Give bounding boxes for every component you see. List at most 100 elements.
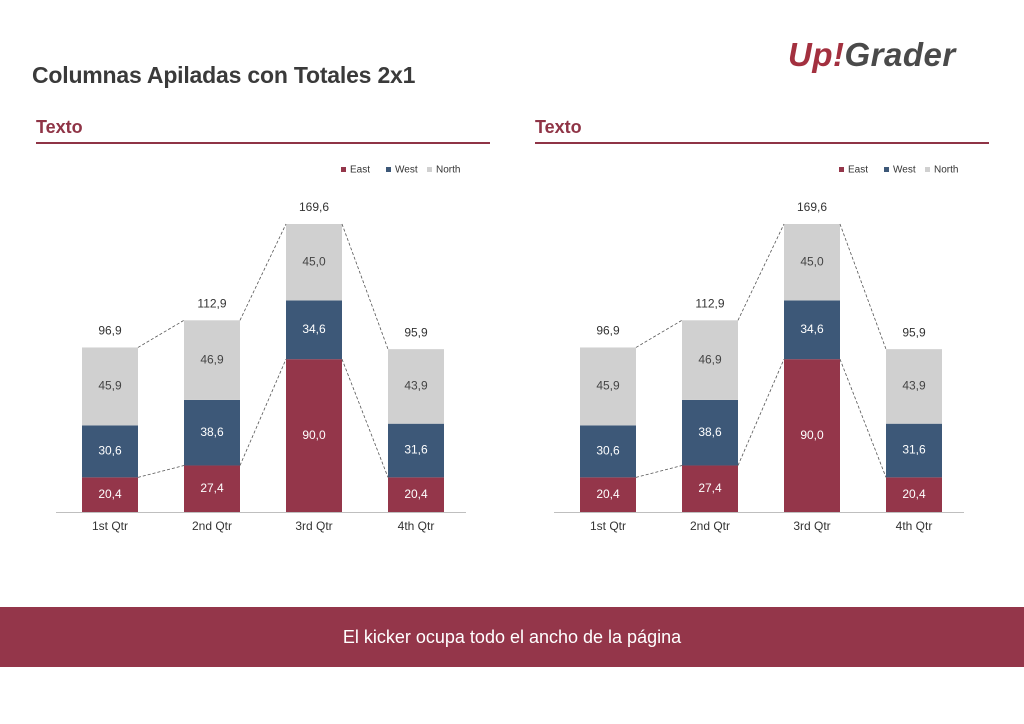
bar-segment-west-1 — [580, 425, 636, 478]
bar-segment-west-1 — [82, 425, 138, 478]
data-label-east-4: 20,4 — [404, 487, 428, 501]
bar-segment-north-2 — [682, 320, 738, 400]
bar-segment-north-1 — [82, 347, 138, 426]
data-label-north-4: 43,9 — [404, 379, 428, 393]
east-connector-line — [239, 359, 287, 466]
legend-swatch-north — [925, 167, 930, 172]
stacked-column-chart-left: East West North 20,4 30,6 45,9 96,9 27,4 38,6 46,… — [56, 165, 466, 533]
data-label-west-3: 34,6 — [302, 322, 326, 336]
bar-segment-east-1 — [580, 477, 636, 512]
bar-segment-north-1 — [580, 347, 636, 426]
total-label-4: 95,9 — [902, 325, 926, 339]
bar-segment-east-3 — [784, 359, 840, 512]
bar-segment-north-3 — [784, 224, 840, 301]
bar-segment-west-4 — [886, 423, 942, 478]
data-label-west-3: 34,6 — [800, 322, 824, 336]
bar-segment-east-4 — [388, 477, 444, 512]
logo-text-bang: ! — [833, 36, 845, 73]
bar-segment-north-3 — [286, 224, 342, 301]
legend-swatch-west — [386, 167, 391, 172]
kicker-text: El kicker ocupa todo el ancho de la pági… — [342, 626, 682, 647]
data-label-east-1: 20,4 — [596, 487, 620, 501]
total-label-4: 95,9 — [404, 325, 428, 339]
legend-swatch-east — [341, 167, 346, 172]
data-label-west-1: 30,6 — [596, 444, 620, 458]
x-tick-label-2: 2nd Qtr — [690, 519, 730, 533]
east-connector-line — [635, 465, 683, 478]
data-label-east-1: 20,4 — [98, 487, 122, 501]
data-label-north-1: 45,9 — [98, 379, 122, 393]
east-connector-line — [341, 359, 389, 478]
bar-segment-west-3 — [784, 300, 840, 360]
legend-label-north: North — [436, 165, 460, 176]
total-label-2: 112,9 — [197, 296, 226, 310]
panel-rule-right — [535, 142, 989, 144]
legend-label-west: West — [893, 165, 916, 176]
data-label-east-2: 27,4 — [698, 481, 722, 495]
bar-segment-west-2 — [682, 399, 738, 466]
panel-rule-left — [36, 142, 490, 144]
bar-segment-west-2 — [184, 399, 240, 466]
legend-label-west: West — [395, 165, 418, 176]
data-label-north-3: 45,0 — [800, 254, 824, 268]
panel-title-left: Texto — [36, 117, 83, 137]
east-connector-line — [737, 359, 785, 466]
data-label-west-2: 38,6 — [200, 425, 224, 439]
total-label-2: 112,9 — [695, 296, 724, 310]
bar-segment-west-3 — [286, 300, 342, 360]
page-title: Columnas Apiladas con Totales 2x1 — [32, 62, 416, 88]
total-connector-line — [737, 223, 785, 321]
bar-segment-north-4 — [388, 349, 444, 424]
data-label-east-3: 90,0 — [800, 428, 824, 442]
data-label-north-2: 46,9 — [698, 352, 722, 366]
total-label-1: 96,9 — [98, 324, 122, 338]
total-connector-line — [341, 223, 389, 350]
legend-label-north: North — [934, 165, 958, 176]
data-label-north-2: 46,9 — [200, 352, 224, 366]
logo-text-grader: Grader — [844, 36, 956, 73]
x-tick-label-3: 3rd Qtr — [793, 519, 830, 533]
total-label-1: 96,9 — [596, 324, 620, 338]
x-tick-label-2: 2nd Qtr — [192, 519, 232, 533]
data-label-east-3: 90,0 — [302, 428, 326, 442]
total-label-3: 169,6 — [797, 200, 827, 214]
total-connector-line — [635, 319, 683, 348]
legend-swatch-east — [839, 167, 844, 172]
bar-segment-east-2 — [682, 465, 738, 512]
data-label-north-4: 43,9 — [902, 379, 926, 393]
data-label-east-2: 27,4 — [200, 481, 224, 495]
bar-segment-west-4 — [388, 423, 444, 478]
bar-segment-north-2 — [184, 320, 240, 400]
bar-segment-east-2 — [184, 465, 240, 512]
data-label-west-4: 31,6 — [902, 443, 926, 457]
bar-segment-north-4 — [886, 349, 942, 424]
kicker-banner: El kicker ocupa todo el ancho de la pági… — [0, 607, 1024, 667]
panel-title-right: Texto — [535, 117, 582, 137]
x-tick-label-1: 1st Qtr — [590, 519, 626, 533]
stacked-column-chart-right: East West North 20,4 30,6 45,9 96,9 27,4 38,6 46,… — [554, 165, 964, 533]
data-label-north-3: 45,0 — [302, 254, 326, 268]
data-label-west-1: 30,6 — [98, 444, 122, 458]
total-connector-line — [239, 223, 287, 321]
east-connector-line — [137, 465, 185, 478]
east-connector-line — [839, 359, 887, 478]
x-tick-label-4: 4th Qtr — [398, 519, 435, 533]
x-tick-label-1: 1st Qtr — [92, 519, 128, 533]
total-connector-line — [839, 223, 887, 350]
data-label-west-2: 38,6 — [698, 425, 722, 439]
data-label-north-1: 45,9 — [596, 379, 620, 393]
upgrader-logo: Up!Grader — [788, 36, 956, 74]
total-connector-line — [137, 319, 185, 348]
data-label-west-4: 31,6 — [404, 443, 428, 457]
data-label-east-4: 20,4 — [902, 487, 926, 501]
x-tick-label-3: 3rd Qtr — [295, 519, 332, 533]
legend-swatch-north — [427, 167, 432, 172]
legend-label-east: East — [848, 165, 868, 176]
x-tick-label-4: 4th Qtr — [896, 519, 933, 533]
bar-segment-east-4 — [886, 477, 942, 512]
total-label-3: 169,6 — [299, 200, 329, 214]
bar-segment-east-3 — [286, 359, 342, 512]
legend-swatch-west — [884, 167, 889, 172]
bar-segment-east-1 — [82, 477, 138, 512]
legend-label-east: East — [350, 165, 370, 176]
